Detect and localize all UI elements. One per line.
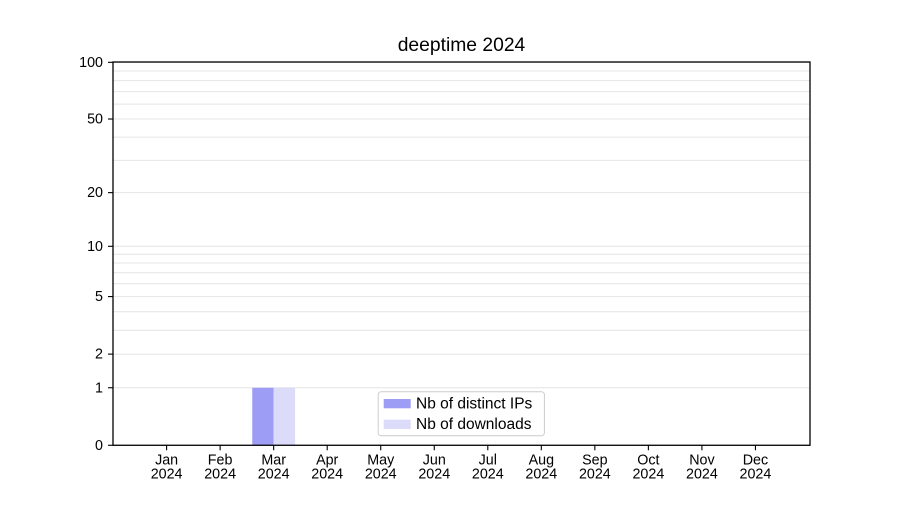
svg-text:2024: 2024	[365, 466, 397, 482]
svg-text:Nb of distinct IPs: Nb of distinct IPs	[416, 395, 533, 412]
svg-text:2024: 2024	[632, 466, 664, 482]
svg-text:2024: 2024	[579, 466, 611, 482]
svg-text:1: 1	[95, 380, 103, 396]
svg-text:50: 50	[87, 112, 103, 128]
svg-text:2024: 2024	[258, 466, 290, 482]
svg-text:20: 20	[87, 185, 103, 201]
svg-text:2024: 2024	[740, 466, 772, 482]
svg-text:Nb of downloads: Nb of downloads	[416, 416, 532, 433]
svg-text:100: 100	[79, 55, 103, 71]
svg-text:2024: 2024	[311, 466, 343, 482]
svg-text:2024: 2024	[151, 466, 183, 482]
svg-text:5: 5	[95, 289, 103, 305]
svg-text:2: 2	[95, 347, 103, 363]
svg-text:0: 0	[95, 438, 103, 454]
svg-text:deeptime 2024: deeptime 2024	[398, 35, 526, 56]
svg-text:2024: 2024	[418, 466, 450, 482]
svg-text:2024: 2024	[472, 466, 504, 482]
svg-text:2024: 2024	[204, 466, 236, 482]
svg-text:2024: 2024	[686, 466, 718, 482]
svg-text:2024: 2024	[525, 466, 557, 482]
svg-text:10: 10	[87, 239, 103, 255]
